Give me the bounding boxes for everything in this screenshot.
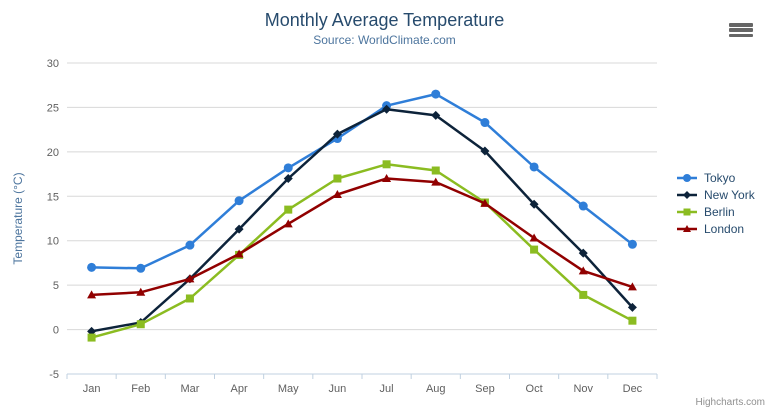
data-point-marker[interactable] — [382, 104, 392, 114]
legend-item-label: Tokyo — [704, 170, 736, 185]
series-line-berlin[interactable] — [90, 163, 634, 339]
legend-item-label: New York — [704, 187, 755, 202]
data-point-marker[interactable] — [332, 190, 342, 199]
data-point-marker[interactable] — [87, 262, 97, 272]
data-point-marker[interactable] — [431, 177, 441, 186]
data-point-marker[interactable] — [627, 302, 637, 312]
data-point-marker[interactable] — [627, 282, 637, 291]
x-axis-tick-label: Oct — [526, 383, 543, 395]
data-point-marker[interactable] — [578, 248, 588, 258]
data-point-marker[interactable] — [579, 290, 588, 299]
y-axis-tick-label: 15 — [47, 191, 59, 203]
data-point-marker[interactable] — [234, 196, 244, 206]
series-line-tokyo[interactable] — [90, 92, 634, 270]
legend-item-label: Berlin — [704, 204, 735, 219]
data-point-marker[interactable] — [529, 162, 539, 172]
y-axis-tick-label: 20 — [47, 147, 59, 159]
hamburger-icon — [729, 23, 753, 37]
data-point-marker[interactable] — [578, 266, 588, 275]
data-point-marker[interactable] — [283, 174, 293, 184]
x-axis-tick-label: Jun — [329, 383, 347, 395]
data-point-marker[interactable] — [284, 205, 293, 214]
data-point-marker[interactable] — [283, 219, 293, 228]
data-point-marker[interactable] — [136, 287, 146, 296]
y-axis-tick-label: 30 — [47, 58, 59, 70]
series-new-york[interactable] — [87, 104, 637, 336]
data-point-marker[interactable] — [185, 274, 195, 283]
data-point-marker[interactable] — [683, 208, 691, 215]
x-axis-tick-label: Apr — [231, 383, 248, 395]
data-point-marker[interactable] — [480, 146, 490, 156]
data-point-marker[interactable] — [431, 89, 441, 99]
data-point-marker[interactable] — [382, 174, 392, 183]
data-point-marker[interactable] — [87, 333, 96, 342]
data-point-marker[interactable] — [529, 233, 539, 242]
y-axis-title: Temperature (°C) — [11, 172, 25, 264]
x-axis-tick-label: Jul — [380, 383, 394, 395]
data-point-marker[interactable] — [529, 199, 539, 209]
data-point-marker[interactable] — [136, 320, 145, 329]
series-london[interactable] — [87, 174, 637, 299]
data-point-marker[interactable] — [627, 239, 637, 249]
legend-item-london[interactable]: London — [677, 220, 755, 237]
series-tokyo[interactable] — [87, 89, 637, 273]
data-point-marker[interactable] — [683, 224, 691, 232]
legend-item-tokyo[interactable]: Tokyo — [677, 169, 755, 186]
legend-item-new-york[interactable]: New York — [677, 186, 755, 203]
y-axis-tick-label: 0 — [53, 325, 59, 337]
legend-item-berlin[interactable]: Berlin — [677, 203, 755, 220]
context-menu-button[interactable] — [726, 19, 756, 41]
chart-title: Monthly Average Temperature — [264, 10, 505, 30]
data-point-marker[interactable] — [333, 174, 342, 183]
data-point-marker[interactable] — [234, 224, 244, 234]
series-line-london[interactable] — [90, 177, 634, 297]
legend-marker-square-icon — [677, 208, 697, 215]
legend-marker-diamond-icon — [677, 190, 697, 199]
data-point-marker[interactable] — [683, 173, 691, 182]
data-point-marker[interactable] — [480, 118, 490, 128]
x-axis-tick-label: Feb — [131, 383, 150, 395]
chart-subtitle: Source: WorldClimate.com — [313, 33, 456, 47]
data-point-marker[interactable] — [480, 198, 490, 207]
data-point-marker[interactable] — [431, 110, 441, 120]
hamburger-bar — [729, 28, 753, 32]
data-point-marker[interactable] — [332, 129, 342, 139]
data-point-marker[interactable] — [136, 263, 146, 273]
legend-item-label: London — [704, 221, 745, 236]
y-axis-tick-label: 25 — [47, 102, 59, 114]
data-point-marker[interactable] — [683, 190, 691, 199]
data-point-marker[interactable] — [578, 201, 588, 211]
legend-marker-triangle-icon — [677, 224, 697, 232]
data-point-marker[interactable] — [628, 316, 637, 325]
legend: Tokyo New York Berlin London — [677, 169, 755, 237]
data-point-marker[interactable] — [431, 166, 440, 175]
data-point-marker[interactable] — [283, 163, 293, 173]
data-point-marker[interactable] — [185, 240, 195, 250]
series-line-new-york[interactable] — [90, 107, 634, 333]
x-axis-tick-label: Dec — [623, 383, 643, 395]
data-point-marker[interactable] — [382, 160, 391, 169]
data-point-marker[interactable] — [530, 245, 539, 254]
x-axis-tick-label: Jan — [83, 383, 101, 395]
x-axis-tick-label: Mar — [180, 383, 199, 395]
x-axis-tick-label: Nov — [573, 383, 593, 395]
data-point-marker[interactable] — [87, 290, 97, 299]
x-axis-tick-label: May — [278, 383, 299, 395]
data-point-marker[interactable] — [234, 249, 244, 258]
y-axis-tick-label: 10 — [47, 236, 59, 248]
legend-marker-circle-icon — [677, 173, 697, 182]
hamburger-bar — [729, 23, 753, 27]
x-axis-tick-label: Aug — [426, 383, 446, 395]
data-point-marker[interactable] — [185, 294, 194, 303]
hamburger-bar — [729, 33, 753, 37]
credits-link[interactable]: Highcharts.com — [695, 397, 765, 408]
x-axis-tick-label: Sep — [475, 383, 495, 395]
y-axis-tick-label: -5 — [49, 369, 59, 381]
y-axis-tick-label: 5 — [53, 280, 59, 292]
